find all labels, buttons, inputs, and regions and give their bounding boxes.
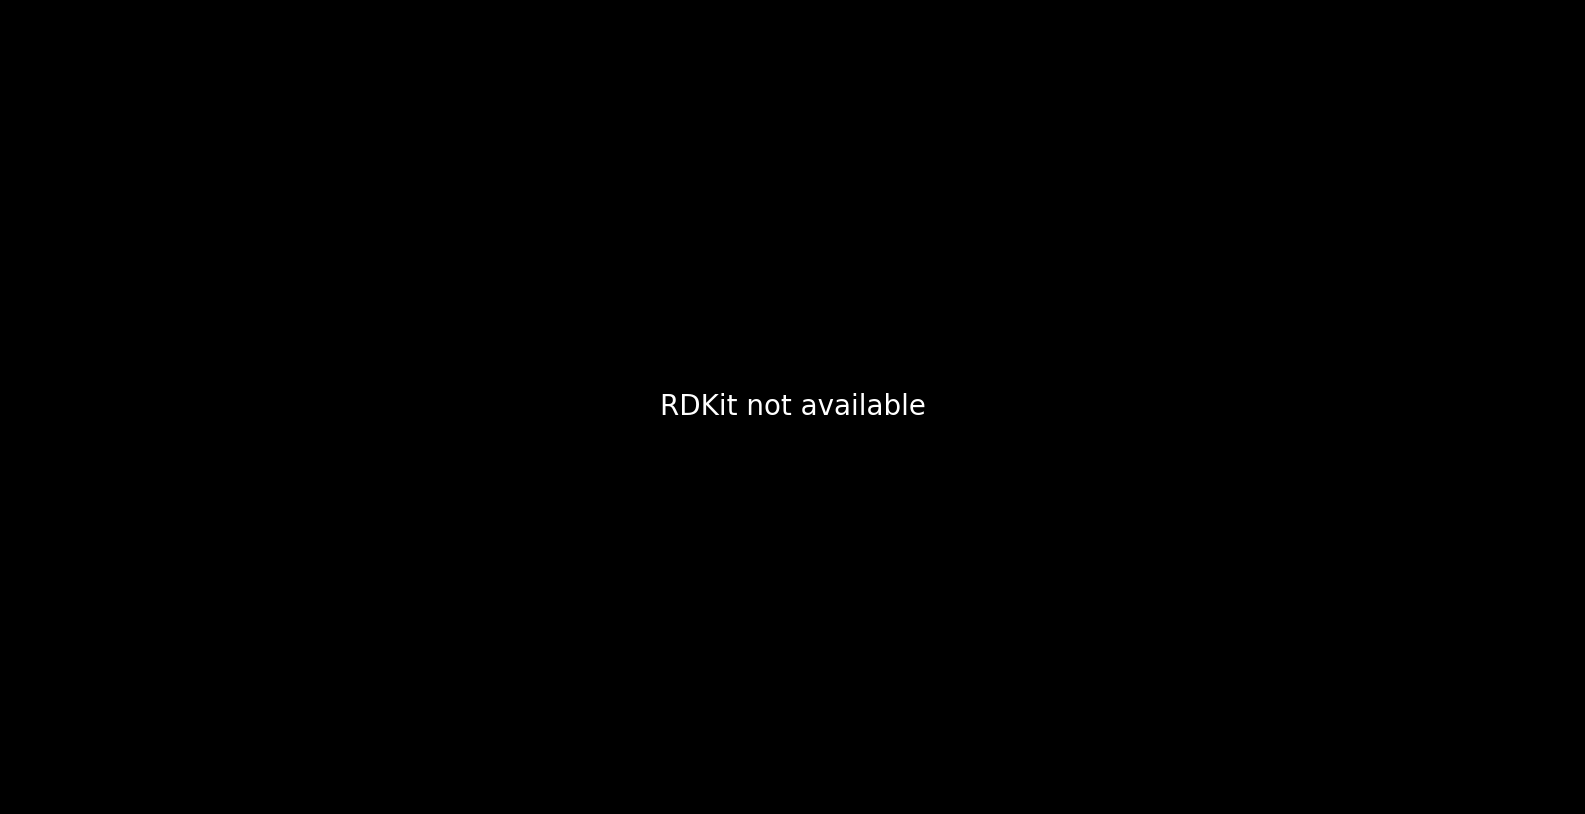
Text: RDKit not available: RDKit not available: [659, 393, 926, 421]
